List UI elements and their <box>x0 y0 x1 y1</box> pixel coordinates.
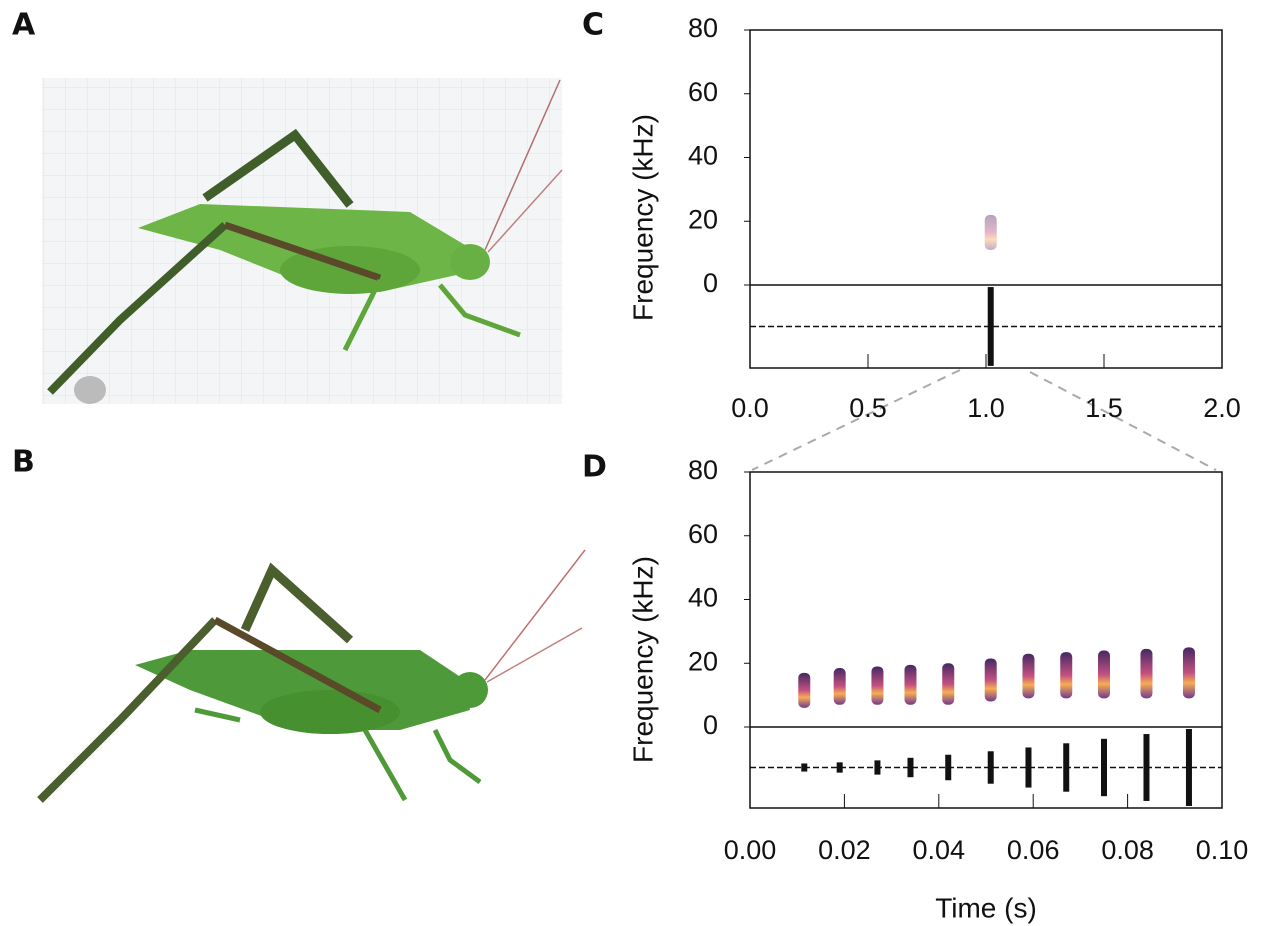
zoom-line <box>1029 371 1217 471</box>
waveform-pulse <box>874 760 881 775</box>
x-tick-label: 0.08 <box>1101 835 1154 865</box>
photo-b <box>37 549 586 803</box>
y-tick-label: 60 <box>688 519 718 549</box>
x-tick-label: 0.02 <box>818 835 871 865</box>
waveform-pulse <box>1101 738 1107 797</box>
waveform-pulse <box>907 757 914 778</box>
spectral-pulse <box>1098 650 1110 699</box>
spectral-pulse <box>942 663 955 705</box>
x-tick-label: 0.10 <box>1196 835 1249 865</box>
y-tick-label: 80 <box>688 13 718 43</box>
panel-label: B <box>12 445 35 480</box>
x-tick-label: 0.06 <box>1007 835 1060 865</box>
spectral-pulse <box>1060 652 1073 699</box>
spectral-pulse <box>798 672 811 708</box>
spectral-pulse <box>1022 653 1035 699</box>
waveform-pulse <box>987 751 994 784</box>
y-tick-label: 0 <box>703 710 718 740</box>
waveform-pulse <box>1063 743 1070 792</box>
spectral-pulse <box>871 666 884 705</box>
y-tick-label: 20 <box>688 646 718 676</box>
panel-label: A <box>12 8 36 43</box>
plot-frame <box>749 29 1223 369</box>
waveform-pulse <box>801 763 808 772</box>
spectral-pulse <box>1182 647 1195 699</box>
waveform-pulse <box>836 762 843 773</box>
x-tick-label: 0.5 <box>849 393 887 423</box>
y-tick-label: 40 <box>688 141 718 171</box>
x-tick-label: 0.00 <box>724 835 777 865</box>
panel-label: D <box>582 450 607 485</box>
waveform-pulse <box>945 754 952 781</box>
x-tick-label: 1.0 <box>967 393 1005 423</box>
x-axis-label: Time (s) <box>935 892 1037 923</box>
spectral-pulse <box>904 664 917 705</box>
x-tick-label: 2.0 <box>1203 393 1241 423</box>
y-axis-label: Frequency (kHz) <box>627 556 658 763</box>
waveform-pulse <box>987 287 994 366</box>
y-tick-label: 20 <box>688 204 718 234</box>
x-tick-label: 1.5 <box>1085 393 1123 423</box>
y-tick-label: 40 <box>688 583 718 613</box>
x-tick-label: 0.0 <box>731 393 769 423</box>
spectral-pulse <box>1140 648 1153 699</box>
spectral-pulse <box>833 668 846 705</box>
waveform-pulse <box>1143 734 1150 801</box>
waveform-pulse <box>1185 729 1192 806</box>
zoom-line <box>751 369 961 471</box>
spectral-pulse <box>984 658 997 702</box>
waveform-pulse <box>1025 747 1032 788</box>
spectral-pulse <box>984 214 997 250</box>
plot-frame <box>749 471 1223 809</box>
y-tick-label: 0 <box>703 268 718 298</box>
panel-label: C <box>582 8 604 43</box>
y-tick-label: 80 <box>688 455 718 485</box>
photo-a <box>42 78 563 404</box>
y-axis-label: Frequency (kHz) <box>627 114 658 321</box>
y-tick-label: 60 <box>688 77 718 107</box>
x-tick-label: 0.04 <box>913 835 966 865</box>
